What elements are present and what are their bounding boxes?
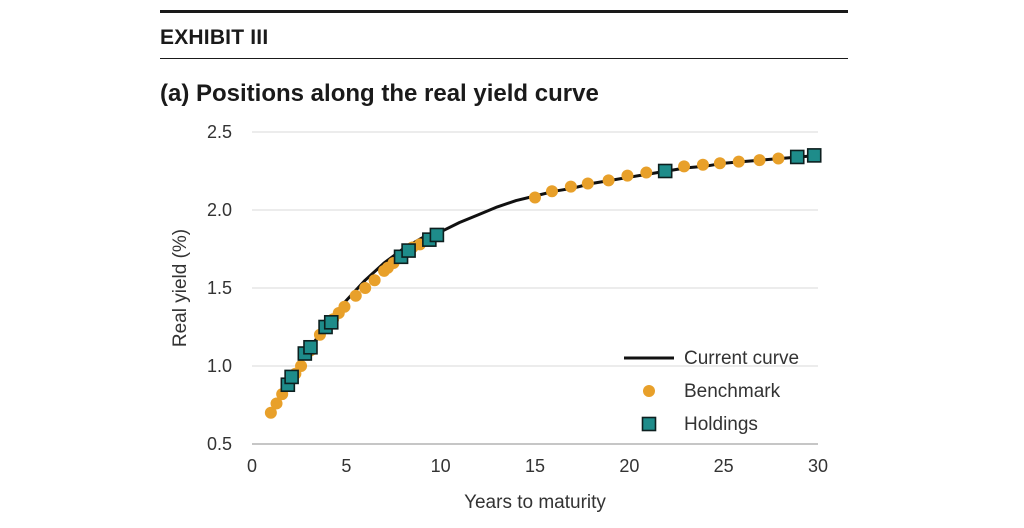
benchmark-point — [713, 157, 726, 170]
top-rule — [160, 10, 848, 13]
benchmark-point — [772, 152, 785, 165]
holdings-point — [284, 369, 299, 385]
y-tick-label: 0.5 — [207, 434, 232, 454]
x-tick-label: 0 — [247, 456, 257, 476]
x-tick-label: 20 — [619, 456, 639, 476]
benchmark-point — [602, 174, 615, 187]
benchmark-point — [359, 282, 372, 294]
benchmark-point — [581, 177, 594, 190]
benchmark-point — [640, 166, 653, 179]
x-tick-label: 10 — [431, 456, 451, 476]
benchmark-point — [295, 360, 308, 372]
benchmark-point — [338, 300, 351, 313]
legend-label-holdings: Holdings — [684, 414, 758, 435]
y-tick-label: 1.0 — [207, 356, 232, 376]
benchmark-point — [349, 289, 362, 302]
legend-holdings-swatch — [641, 416, 657, 432]
holdings-point — [323, 315, 339, 330]
legend-label-benchmark: Benchmark — [684, 381, 781, 402]
legend-label-current-curve: Current curve — [684, 348, 799, 369]
y-tick-label: 1.5 — [207, 278, 232, 298]
benchmark-point — [696, 158, 709, 171]
benchmark-point — [264, 406, 277, 419]
x-tick-label: 30 — [808, 456, 828, 476]
holdings-point — [806, 148, 822, 163]
header-divider — [160, 58, 848, 59]
current-curve-line — [269, 153, 820, 415]
benchmark-point — [753, 154, 766, 167]
x-tick-label: 15 — [525, 456, 545, 476]
y-axis-title: Real yield (%) — [170, 229, 191, 347]
benchmark-point — [732, 155, 745, 168]
chart-title: (a) Positions along the real yield curve — [160, 80, 599, 107]
x-axis-title: Years to maturity — [464, 492, 606, 513]
benchmark-point — [678, 160, 691, 173]
benchmark-point — [270, 397, 283, 410]
legend-benchmark-swatch — [643, 385, 655, 397]
holdings-point — [657, 163, 673, 179]
y-tick-label: 2.5 — [207, 122, 232, 142]
holdings-point — [789, 149, 805, 165]
benchmark-point — [621, 169, 634, 182]
benchmark-point — [545, 185, 558, 198]
benchmark-point — [529, 191, 541, 204]
holdings-point — [401, 243, 416, 258]
x-tick-label: 5 — [341, 456, 351, 476]
exhibit-label: EXHIBIT III — [160, 26, 269, 49]
holdings-point — [429, 227, 445, 243]
y-tick-label: 2.0 — [207, 200, 232, 220]
benchmark-point — [368, 274, 381, 287]
benchmark-point — [564, 180, 577, 193]
holdings-point — [303, 339, 318, 355]
x-tick-label: 25 — [714, 456, 734, 476]
